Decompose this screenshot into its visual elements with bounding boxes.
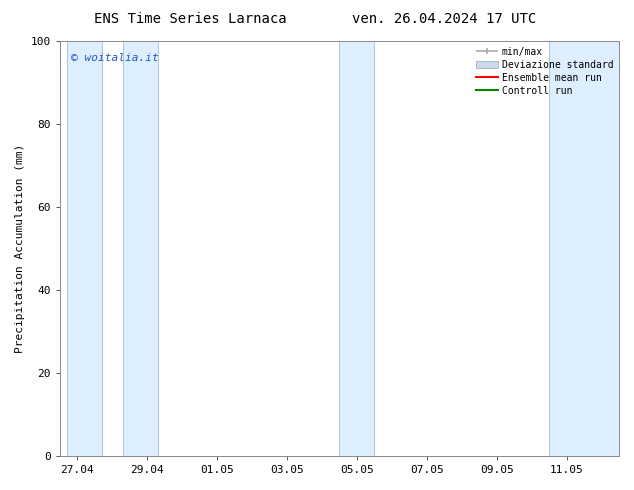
Bar bbox=[339, 41, 374, 456]
Text: ven. 26.04.2024 17 UTC: ven. 26.04.2024 17 UTC bbox=[352, 12, 536, 26]
Text: ENS Time Series Larnaca: ENS Time Series Larnaca bbox=[94, 12, 287, 26]
Bar bbox=[549, 41, 619, 456]
Bar bbox=[67, 41, 102, 456]
Y-axis label: Precipitation Accumulation (mm): Precipitation Accumulation (mm) bbox=[15, 144, 25, 353]
Text: © woitalia.it: © woitalia.it bbox=[71, 53, 158, 64]
Legend: min/max, Deviazione standard, Ensemble mean run, Controll run: min/max, Deviazione standard, Ensemble m… bbox=[472, 43, 617, 99]
Bar bbox=[123, 41, 158, 456]
